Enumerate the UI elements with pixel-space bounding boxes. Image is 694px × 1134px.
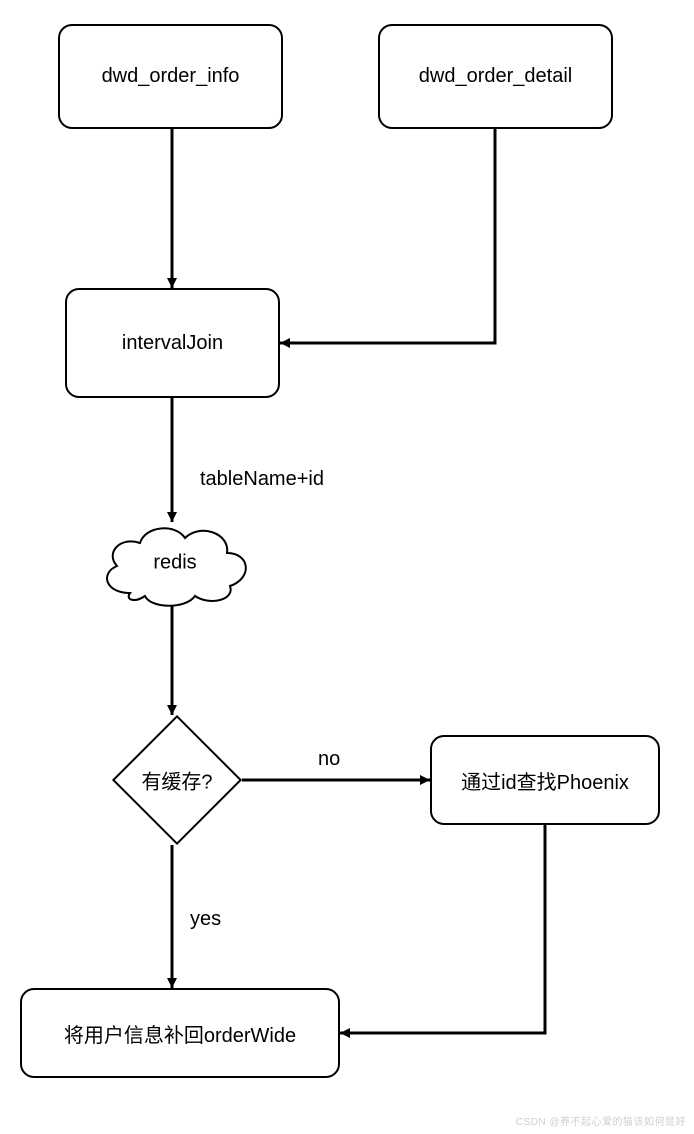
node-redis: redis bbox=[95, 518, 255, 608]
node-label: 有缓存? bbox=[141, 766, 212, 795]
edge-label-yes: yes bbox=[188, 908, 223, 931]
watermark: CSDN @养不起心爱的猫该如何是好 bbox=[516, 1113, 686, 1128]
node-label: intervalJoin bbox=[122, 332, 223, 355]
node-label: dwd_order_info bbox=[102, 65, 240, 88]
node-orderwide: 将用户信息补回orderWide bbox=[20, 988, 340, 1078]
node-label: 通过id查找Phoenix bbox=[461, 766, 629, 795]
node-interval-join: intervalJoin bbox=[65, 288, 280, 398]
node-phoenix: 通过id查找Phoenix bbox=[430, 735, 660, 825]
node-label: dwd_order_detail bbox=[419, 65, 572, 88]
edge-label-no: no bbox=[316, 748, 342, 771]
node-label: redis bbox=[153, 552, 196, 575]
node-label: 将用户信息补回orderWide bbox=[64, 1019, 296, 1048]
edge-label-tablename: tableName+id bbox=[198, 468, 326, 491]
node-cache-question: 有缓存? bbox=[112, 715, 242, 845]
node-order-info: dwd_order_info bbox=[58, 24, 283, 129]
node-order-detail: dwd_order_detail bbox=[378, 24, 613, 129]
